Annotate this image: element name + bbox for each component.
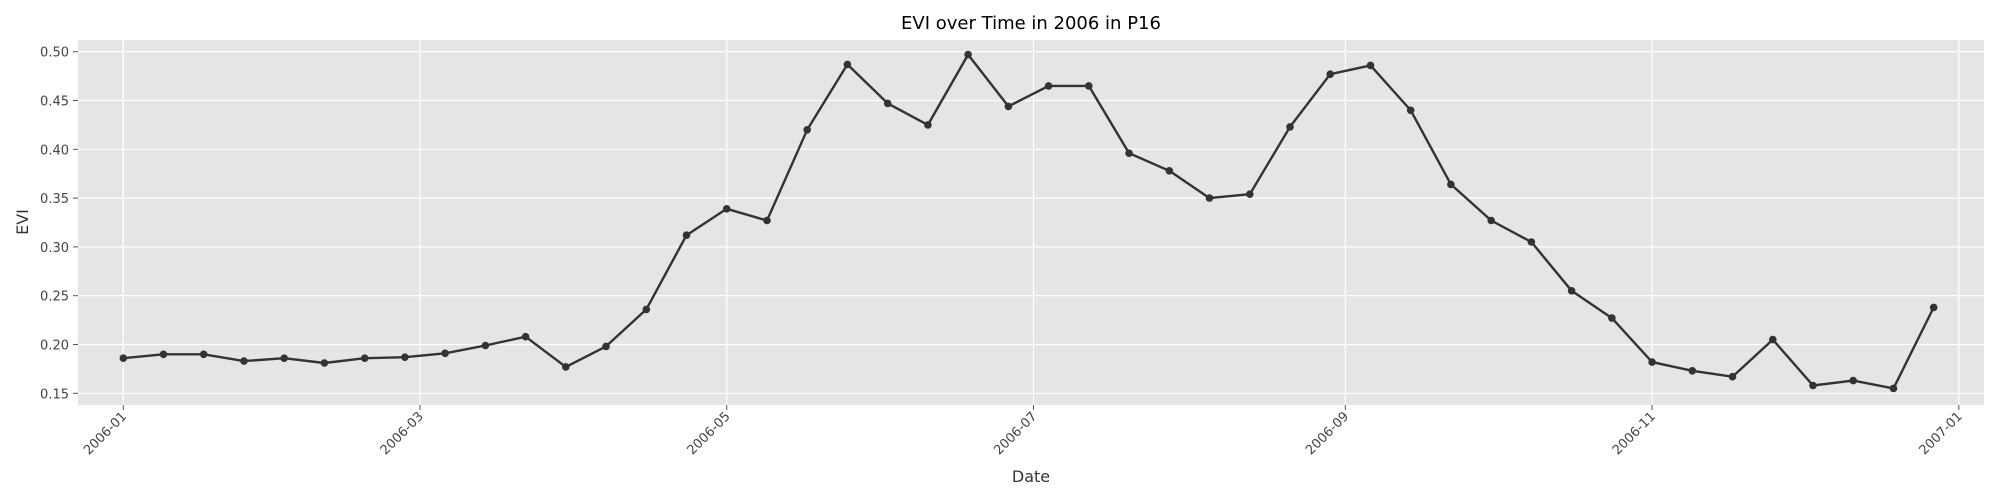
data-point [481, 341, 490, 350]
data-point [682, 231, 691, 239]
y-tick-label: 0.45 [40, 95, 69, 110]
data-point [1286, 123, 1294, 131]
data-point [883, 99, 892, 108]
data-point [843, 60, 852, 69]
data-point [360, 354, 369, 363]
data-point [441, 349, 449, 358]
data-point [1728, 372, 1737, 381]
y-axis-label: EVI [13, 209, 32, 235]
data-point [1889, 384, 1898, 393]
data-point [562, 363, 570, 371]
x-tick-label: 2006-07 [991, 409, 1040, 458]
data-point [1527, 238, 1536, 246]
data-point [159, 350, 168, 359]
data-point [521, 332, 530, 341]
y-tick-label: 0.35 [40, 192, 69, 207]
data-point [1648, 358, 1656, 366]
data-point [1487, 216, 1495, 225]
data-point [1447, 180, 1455, 189]
x-axis-ticks: 2006-01 2006-03 2006-05 2006-07 2006-09 2006-… [81, 405, 1966, 458]
data-point [803, 126, 811, 134]
y-tick-label: 0.40 [40, 143, 69, 158]
data-point [1326, 70, 1334, 78]
data-point [1004, 102, 1013, 111]
y-tick-label: 0.15 [40, 387, 69, 402]
y-tick-label: 0.30 [40, 241, 69, 256]
data-point [1246, 190, 1254, 198]
x-tick-label: 2006-03 [378, 409, 427, 458]
data-point [1567, 287, 1576, 295]
x-tick-label: 2006-01 [81, 409, 130, 458]
data-point [924, 121, 932, 129]
data-point [1085, 82, 1093, 90]
data-point [1406, 106, 1415, 115]
data-point [1366, 61, 1375, 70]
data-point [280, 354, 289, 363]
y-tick-label: 0.50 [40, 46, 69, 61]
data-point [1608, 314, 1616, 322]
y-tick-label: 0.20 [40, 338, 69, 353]
x-tick-label: 2006-05 [685, 409, 734, 458]
y-tick-label: 0.25 [40, 290, 69, 305]
x-tick-label: 2007-01 [1917, 409, 1966, 458]
data-point [320, 359, 329, 367]
data-point [1929, 303, 1938, 312]
data-point [722, 205, 731, 213]
data-point [1688, 367, 1697, 375]
chart-title: EVI over Time in 2006 in P16 [901, 13, 1161, 34]
data-point [763, 216, 771, 225]
data-point [1165, 167, 1174, 175]
data-point [1809, 381, 1817, 390]
grid-lines [78, 40, 1984, 405]
data-point [964, 50, 972, 59]
x-tick-label: 2006-09 [1303, 409, 1352, 458]
data-point [1044, 82, 1053, 90]
y-axis-ticks: 0.15 0.20 0.25 0.30 0.35 0.40 0.45 0.50 [40, 46, 78, 402]
x-tick-label: 2006-11 [1610, 409, 1659, 458]
data-point [602, 342, 610, 351]
x-axis-label: Date [1012, 467, 1050, 486]
data-point [240, 357, 248, 365]
data-point [1769, 335, 1777, 344]
data-point [119, 354, 128, 363]
data-point [642, 305, 651, 314]
data-point [199, 350, 208, 359]
data-point [401, 353, 409, 362]
data-point [1125, 149, 1133, 157]
evi-series-points [119, 50, 1938, 393]
evi-series-line [123, 53, 1935, 390]
data-point [1205, 194, 1214, 202]
data-point [1849, 376, 1857, 385]
